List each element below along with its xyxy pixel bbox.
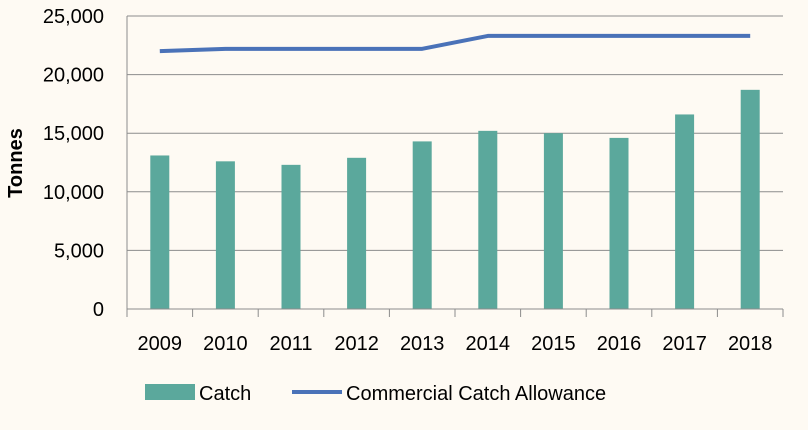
gridlines <box>127 15 783 251</box>
axes <box>126 16 784 317</box>
x-tick-label: 2009 <box>138 333 183 355</box>
x-tick-label: 2014 <box>466 333 511 355</box>
bar-catch-2009 <box>150 155 170 309</box>
bar-catch-2011 <box>281 164 301 309</box>
bar-catch-2016 <box>609 137 629 309</box>
allowance-series-line <box>159 33 751 54</box>
x-tick-label: 2010 <box>203 333 248 355</box>
bar-catch-2018 <box>740 89 760 309</box>
bar-catch-2012 <box>347 157 367 309</box>
x-tick-label: 2011 <box>269 333 312 355</box>
y-tick-label: 10,000 <box>43 182 104 204</box>
bar-catch-2010 <box>215 161 235 309</box>
y-tick-label: 0 <box>93 299 104 321</box>
y-tick-label: 25,000 <box>43 6 104 28</box>
y-tick-label: 5,000 <box>54 240 104 262</box>
y-tick-labels: 0 5,000 10,000 15,000 20,000 25,000 <box>43 6 104 321</box>
legend: Catch Commercial Catch Allowance <box>145 383 606 405</box>
x-tick-label: 2017 <box>662 333 707 355</box>
bar-catch-2017 <box>675 114 695 309</box>
catch-bars <box>150 89 760 309</box>
y-tick-label: 20,000 <box>43 65 104 87</box>
x-tick-label: 2015 <box>531 333 576 355</box>
x-tick-labels: 2009 2010 2011 2012 2013 2014 2015 2016 2017 2018 <box>138 333 773 355</box>
legend-catch-label: Catch <box>199 383 251 405</box>
x-tick-label: 2013 <box>400 333 445 355</box>
allowance-line <box>159 33 751 54</box>
bar-catch-2015 <box>543 133 563 309</box>
y-axis-label: Tonnes <box>5 128 27 198</box>
y-tick-label: 15,000 <box>43 123 104 145</box>
bar-catch-2013 <box>412 141 432 309</box>
bar-catch-2014 <box>478 130 498 309</box>
x-tick-label: 2018 <box>728 333 773 355</box>
legend-catch-swatch <box>145 384 195 400</box>
x-tick-label: 2012 <box>334 333 379 355</box>
legend-allowance-label: Commercial Catch Allowance <box>346 383 606 405</box>
x-tick-label: 2016 <box>597 333 642 355</box>
